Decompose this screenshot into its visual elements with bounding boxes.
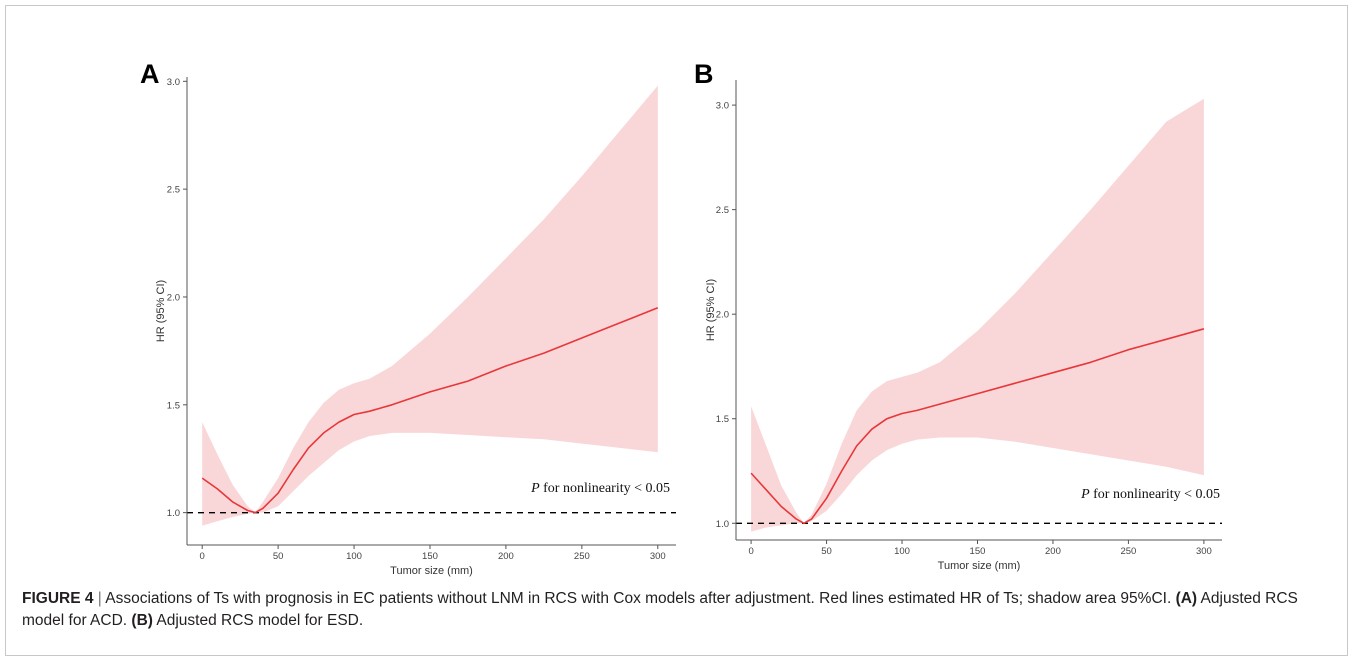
panel-a: 1.0 1.5 2.0 2.5 3.0 0 50 100 150 200 250 300 Tumor s… bbox=[140, 59, 676, 577]
figure-charts: 1.0 1.5 2.0 2.5 3.0 0 50 100 150 200 250 300 Tumor s… bbox=[140, 59, 1222, 577]
y-tick-label: 3.0 bbox=[167, 77, 180, 88]
x-axis-title: Tumor size (mm) bbox=[938, 560, 1021, 572]
panel-letter: B bbox=[694, 59, 714, 89]
x-tick-label: 50 bbox=[273, 551, 284, 562]
x-tick-label: 100 bbox=[346, 551, 362, 562]
nonlinearity-annotation: P for nonlinearity < 0.05 bbox=[530, 481, 670, 496]
caption-text-3: Adjusted RCS model for ESD. bbox=[156, 612, 364, 629]
confidence-band bbox=[202, 85, 658, 526]
y-tick-label: 1.5 bbox=[167, 400, 180, 411]
caption-panel-a-ref: (A) bbox=[1175, 590, 1198, 607]
x-tick-label: 200 bbox=[1045, 546, 1061, 557]
x-tick-label: 50 bbox=[821, 546, 832, 557]
hr-estimate-line bbox=[750, 328, 1205, 525]
caption-separator: | bbox=[97, 590, 102, 607]
y-axis-title: HR (95% CI) bbox=[705, 279, 717, 341]
figure-caption: FIGURE 4 | Associations of Ts with progn… bbox=[22, 588, 1322, 632]
caption-text-2: Adjusted RCS model for ACD. bbox=[22, 590, 1298, 629]
x-tick-label: 0 bbox=[748, 546, 753, 557]
y-tick-label: 2.5 bbox=[716, 205, 729, 216]
x-tick-label: 300 bbox=[1196, 546, 1212, 557]
x-tick-label: 150 bbox=[422, 551, 438, 562]
x-tick-label: 250 bbox=[574, 551, 590, 562]
caption-label: FIGURE 4 bbox=[22, 590, 94, 607]
x-tick-label: 200 bbox=[498, 551, 514, 562]
y-tick-label: 2.0 bbox=[167, 292, 180, 303]
x-tick-label: 300 bbox=[650, 551, 666, 562]
y-tick-label: 2.5 bbox=[167, 185, 180, 196]
panel-letter: A bbox=[140, 59, 160, 89]
hr-estimate-line bbox=[201, 307, 659, 514]
x-tick-label: 250 bbox=[1120, 546, 1136, 557]
y-tick-label: 3.0 bbox=[716, 101, 729, 112]
panel-b: 1.0 1.5 2.0 2.5 3.0 0 50 100 150 200 250 300 Tumor s… bbox=[694, 59, 1222, 572]
figure-frame bbox=[5, 5, 1348, 656]
y-tick-label: 1.5 bbox=[716, 414, 729, 425]
x-tick-label: 150 bbox=[970, 546, 986, 557]
y-axis-title: HR (95% CI) bbox=[155, 280, 167, 342]
caption-text-1: Associations of Ts with prognosis in EC … bbox=[105, 590, 1172, 607]
x-axis-title: Tumor size (mm) bbox=[390, 565, 473, 577]
y-tick-label: 1.0 bbox=[167, 508, 180, 519]
x-tick-label: 100 bbox=[894, 546, 910, 557]
caption-panel-b-ref: (B) bbox=[131, 612, 153, 629]
x-tick-label: 0 bbox=[200, 551, 205, 562]
y-tick-label: 1.0 bbox=[716, 519, 729, 530]
y-tick-label: 2.0 bbox=[716, 310, 729, 321]
confidence-band bbox=[751, 98, 1204, 532]
nonlinearity-annotation: P for nonlinearity < 0.05 bbox=[1080, 487, 1220, 502]
